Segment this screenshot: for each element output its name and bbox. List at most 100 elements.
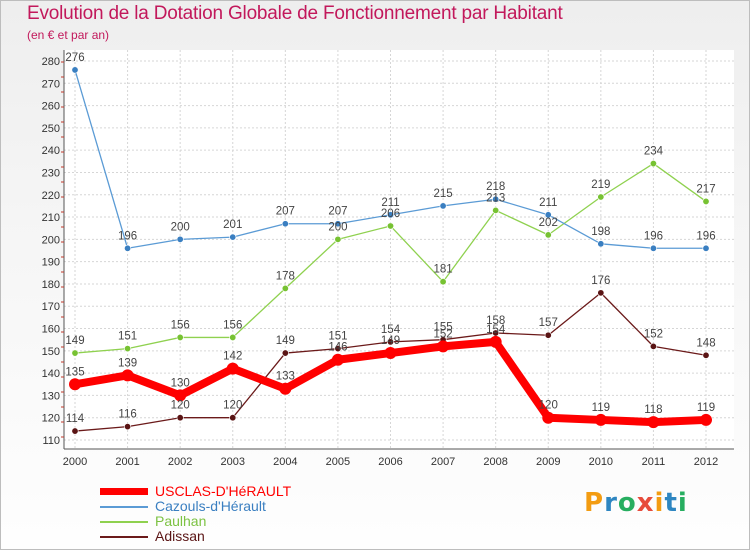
y-tick-label: 190 [42,257,60,269]
series-point-2 [544,231,552,239]
data-label: 114 [66,413,85,425]
series-point-0 [489,335,502,348]
data-label: 156 [223,319,242,331]
series-point-1 [439,202,447,210]
x-tick-label: 2006 [378,456,402,468]
data-label: 207 [276,206,295,218]
x-tick-label: 2005 [326,456,350,468]
y-tick-label: 150 [42,346,60,358]
series-point-0 [384,347,397,360]
data-label: 156 [171,319,190,331]
data-label: 149 [381,335,400,347]
data-label: 151 [118,331,137,343]
series-point-3 [281,349,289,357]
data-label: 139 [118,357,137,369]
legend-label: Cazouls-d'Hérault [155,498,266,514]
data-label: 116 [118,409,136,421]
series-point-2 [492,206,500,214]
series-point-3 [71,427,79,435]
data-label: 215 [433,188,452,200]
x-tick-label: 2007 [431,456,455,468]
data-label: 135 [65,366,84,378]
legend-swatch [100,521,148,523]
data-label: 152 [433,328,452,340]
series-point-0 [437,340,450,353]
legend-swatch [100,536,148,538]
series-point-2 [334,235,342,243]
y-tick-label: 280 [42,56,60,68]
chart-subtitle: (en € et par an) [27,28,110,42]
data-label: 176 [591,275,610,287]
legend-label: USCLAS-D'HéRAULT [155,483,292,499]
series-point-0 [700,413,712,426]
series-point-1 [544,211,552,219]
data-label: 119 [592,402,610,414]
x-tick-label: 2000 [63,456,87,468]
series-point-2 [229,333,237,341]
series-point-2 [597,193,605,201]
series-point-0 [226,362,239,375]
y-tick-label: 200 [42,234,60,246]
series-point-1 [229,233,237,241]
logo-letter: t [664,488,678,518]
logo-letter: i [654,488,665,518]
series-point-2 [124,345,132,353]
series-point-2 [71,349,79,357]
y-tick-label: 120 [42,413,60,425]
legend-item: Paulhan [100,513,360,529]
data-label: 211 [381,197,399,209]
data-label: 146 [328,342,347,354]
data-label: 218 [486,181,505,193]
series-point-2 [281,284,289,292]
legend-item: Adissan [100,528,360,544]
x-tick-label: 2004 [273,456,297,468]
x-tick-label: 2011 [642,456,666,468]
series-point-3 [334,345,342,353]
legend-item: Cazouls-d'Hérault [100,498,360,514]
x-tick-label: 2009 [536,456,560,468]
y-tick-label: 210 [42,212,60,224]
series-point-3 [544,331,552,339]
data-label: 152 [644,328,663,340]
plot-area [64,50,734,449]
series-point-0 [69,378,81,391]
data-label: 154 [381,324,401,336]
y-tick-label: 240 [42,145,60,157]
x-tick-label: 2008 [483,456,507,468]
data-label: 157 [539,317,558,329]
chart-title: Evolution de la Dotation Globale de Fonc… [27,3,563,24]
data-label: 181 [433,264,452,276]
data-label: 130 [171,377,190,389]
y-tick-label: 160 [42,324,60,336]
series-point-1 [597,240,605,248]
series-point-0 [121,369,134,382]
series-point-0 [331,353,344,366]
legend-label: Paulhan [155,513,207,529]
data-label: 217 [696,183,715,195]
data-label: 211 [539,197,557,209]
series-point-2 [386,222,394,230]
logo-letter: r [604,488,618,518]
series-point-3 [124,423,132,431]
data-label: 120 [539,400,558,412]
data-label: 206 [381,208,400,220]
y-tick-label: 140 [42,368,60,380]
series-point-3 [386,338,394,346]
series-point-0 [594,413,607,426]
series-point-2 [176,333,184,341]
data-label: 149 [65,335,84,347]
series-point-3 [597,289,605,297]
y-tick-label: 130 [42,390,60,402]
data-label: 148 [696,337,715,349]
x-tick-label: 2002 [168,456,192,468]
x-tick-label: 2001 [115,456,139,468]
data-label: 118 [644,404,662,416]
series-point-3 [702,351,710,359]
data-label: 196 [696,230,715,242]
data-label: 196 [644,230,663,242]
series-point-2 [649,160,657,168]
series-point-0 [542,411,555,424]
data-label: 119 [697,402,715,414]
data-label: 198 [591,226,610,238]
